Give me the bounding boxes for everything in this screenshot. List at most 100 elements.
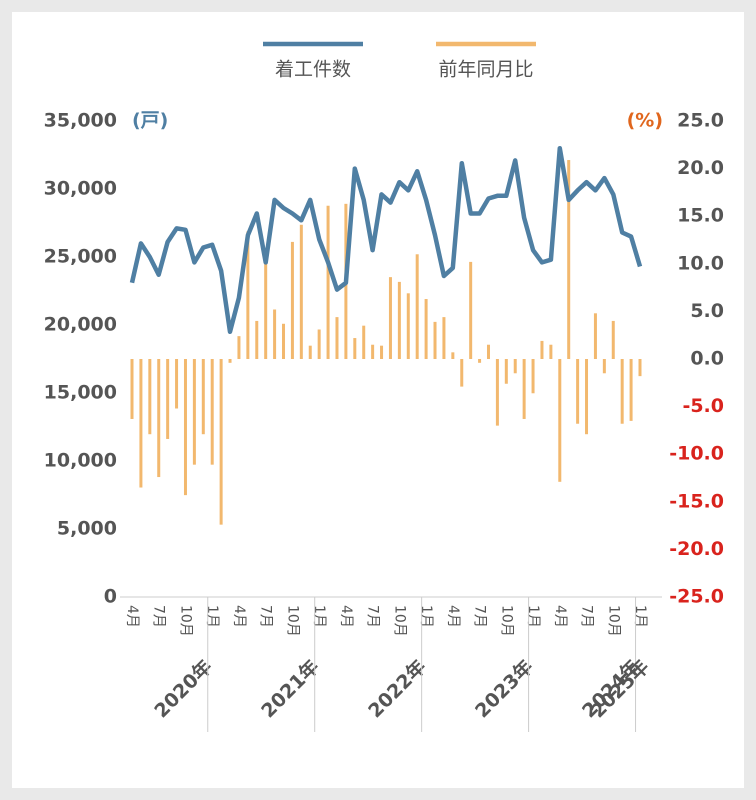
bar: [602, 359, 606, 374]
bar: [486, 344, 490, 359]
bar: [415, 254, 419, 359]
bar: [210, 359, 214, 465]
y-tick-label: 0: [104, 586, 117, 608]
bar: [540, 340, 544, 359]
bar: [148, 359, 152, 435]
bar: [433, 321, 437, 359]
bar: [166, 359, 170, 439]
bar: [264, 251, 268, 359]
legend-label: 着工件数: [275, 59, 351, 81]
bar: [558, 359, 562, 482]
x-tick-label: 1月: [525, 605, 541, 628]
bar: [397, 281, 401, 359]
bar: [237, 336, 241, 359]
x-tick-label: 10月: [391, 605, 407, 637]
bar: [335, 317, 339, 359]
y-tick-label: 10,000: [44, 450, 117, 472]
bar: [246, 231, 250, 359]
bar: [593, 313, 597, 359]
bar: [549, 344, 553, 359]
bar: [175, 359, 179, 409]
x-tick-label: 4月: [231, 605, 247, 628]
bar: [585, 359, 589, 435]
y2-tick-label: 20.0: [677, 157, 724, 179]
y-tick-label: 35,000: [44, 110, 117, 132]
bar: [620, 359, 624, 424]
x-tick-label: 4月: [552, 605, 568, 628]
bar: [326, 205, 330, 359]
x-tick-label: 7月: [579, 605, 595, 628]
y-tick-label: 5,000: [57, 518, 117, 540]
bar: [469, 261, 473, 359]
bar: [531, 359, 535, 394]
y2-tick-label: 10.0: [677, 252, 724, 274]
y2-tick-label: -5.0: [682, 395, 724, 417]
bar: [273, 309, 277, 359]
x-tick-label: 4月: [445, 605, 461, 628]
bar: [629, 359, 633, 421]
bar: [567, 160, 571, 359]
bar: [353, 338, 357, 359]
y-tick-label: 30,000: [44, 178, 117, 200]
bar: [139, 359, 143, 488]
x-tick-label: 4月: [124, 605, 140, 628]
bar: [282, 323, 286, 359]
bar: [228, 359, 232, 363]
y2-tick-label: 25.0: [677, 110, 724, 132]
bar: [219, 359, 223, 525]
y2-unit: (%): [627, 110, 663, 132]
bar: [290, 241, 294, 359]
bar: [255, 320, 259, 359]
bar: [183, 359, 187, 496]
bar: [371, 344, 375, 359]
y2-tick-label: 0.0: [690, 348, 724, 370]
bar: [611, 320, 615, 359]
bar: [576, 359, 580, 424]
bar: [495, 359, 499, 426]
y2-tick-label: -25.0: [669, 586, 724, 608]
bar: [638, 359, 642, 377]
bar: [157, 359, 161, 478]
y2-tick-label: 5.0: [690, 300, 724, 322]
x-tick-label: 7月: [365, 605, 381, 628]
y2-tick-label: -10.0: [669, 443, 724, 465]
y2-tick-label: 15.0: [677, 205, 724, 227]
x-tick-label: 10月: [605, 605, 621, 637]
x-tick-label: 10月: [177, 605, 193, 637]
bar: [299, 224, 303, 359]
bar: [424, 299, 428, 359]
bar: [451, 352, 455, 359]
x-tick-label: 10月: [498, 605, 514, 637]
bar: [513, 359, 517, 374]
bar: [442, 317, 446, 359]
x-tick-label: 7月: [258, 605, 274, 628]
bar: [317, 329, 321, 359]
x-tick-label: 7月: [472, 605, 488, 628]
bar: [201, 359, 205, 435]
bar: [192, 359, 196, 465]
line: [129, 145, 643, 335]
bar: [308, 345, 312, 359]
x-tick-label: 1月: [418, 605, 434, 628]
bar: [522, 359, 526, 419]
legend-label: 前年同月比: [438, 59, 533, 81]
x-tick-label: 1月: [204, 605, 220, 628]
bar: [130, 359, 134, 419]
bar: [406, 293, 410, 359]
x-tick-label: 1月: [632, 605, 648, 628]
bar: [362, 325, 366, 359]
y-tick-label: 25,000: [44, 246, 117, 268]
x-tick-label: 10月: [284, 605, 300, 637]
x-tick-label: 4月: [338, 605, 354, 628]
bar: [380, 345, 384, 359]
y2-tick-label: -15.0: [669, 490, 724, 512]
y-tick-label: 20,000: [44, 314, 117, 336]
bar: [388, 277, 392, 359]
y-tick-label: 15,000: [44, 382, 117, 404]
y-unit: (戸): [132, 110, 168, 132]
bar: [504, 359, 508, 384]
x-tick-label: 1月: [311, 605, 327, 628]
x-tick-label: 7月: [151, 605, 167, 628]
bar: [460, 359, 464, 387]
